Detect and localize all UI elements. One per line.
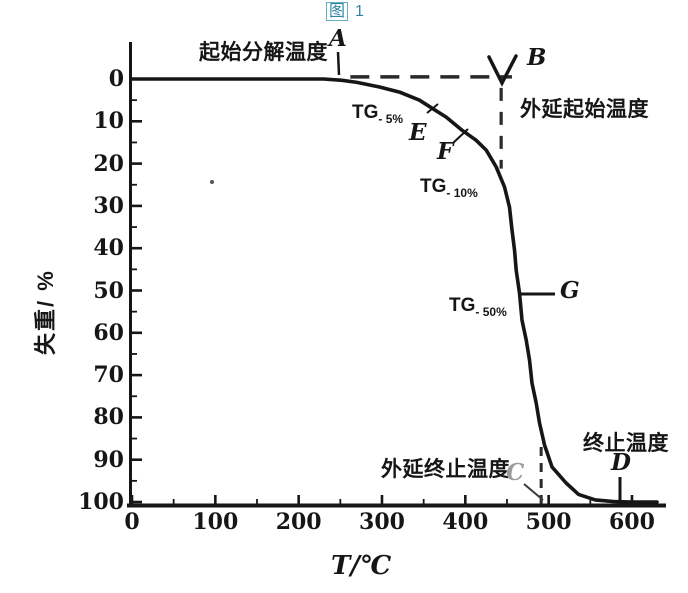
y-tick-label: 20 (93, 150, 124, 177)
x-tick-label: 600 (609, 509, 655, 535)
y-tick-label: 10 (93, 108, 124, 135)
y-tick-label: 80 (93, 404, 124, 431)
y-axis-title: 失重/ % (33, 269, 58, 355)
x-tick-label: 100 (192, 509, 239, 535)
scan-speck (210, 180, 214, 184)
x-tick-label: 300 (359, 509, 405, 535)
tg-5pct-base: TG (352, 102, 379, 123)
tg-50pct-label: TG- 50% (449, 295, 507, 319)
axis-ticks (130, 77, 634, 505)
marker-e-label: E (409, 119, 427, 146)
y-tick-label: 100 (78, 489, 124, 515)
figure-title-prefix: 图 (326, 2, 349, 21)
tg-5pct-label: TG- 5% (352, 102, 403, 126)
point-a-tick (336, 51, 341, 76)
x-tick-label: 400 (442, 509, 489, 535)
tg-50pct-sub: - 50% (475, 304, 507, 319)
point-f-tick (452, 128, 469, 144)
marker-g-label: G (560, 277, 580, 304)
y-tick-label: 50 (93, 277, 124, 304)
y-tick-label: 90 (93, 446, 124, 473)
y-tick-label: 60 (93, 319, 124, 346)
x-tick-label: 0 (124, 509, 140, 535)
y-tick-label: 30 (93, 192, 124, 219)
marker-a-label: A (329, 25, 347, 52)
figure-title-number: 1 (355, 3, 364, 20)
tg-10pct-sub: - 10% (446, 185, 478, 200)
y-tick-label: 0 (108, 66, 124, 92)
marker-f-label: F (437, 138, 454, 165)
tg-5pct-sub: - 5% (378, 111, 404, 126)
x-tick-label: 500 (525, 509, 572, 535)
tg-curve (130, 77, 659, 504)
tg-10pct-label: TG- 10% (420, 176, 478, 200)
x-tick-label: 200 (275, 509, 322, 535)
marker-d-label: D (611, 449, 631, 476)
annotation-extrapolated-end: 外延终止温度 (381, 458, 510, 481)
onset-v-mark (487, 54, 518, 87)
x-axis-title: T/℃ (331, 551, 391, 581)
annotation-initial-decomposition: 起始分解温度 (199, 41, 328, 64)
marker-c-label: C (506, 459, 525, 486)
y-tick-label: 40 (93, 235, 124, 262)
point-e-tick (426, 103, 439, 114)
tg-10pct-base: TG (420, 176, 447, 197)
annotation-extrapolated-onset: 外延起始温度 (520, 98, 649, 121)
y-tick-label: 70 (93, 362, 124, 389)
annotation-final-temperature: 终止温度 (583, 432, 669, 455)
tg-50pct-base: TG (449, 295, 476, 316)
marker-b-label: B (527, 44, 547, 71)
point-c-leader (523, 483, 544, 501)
